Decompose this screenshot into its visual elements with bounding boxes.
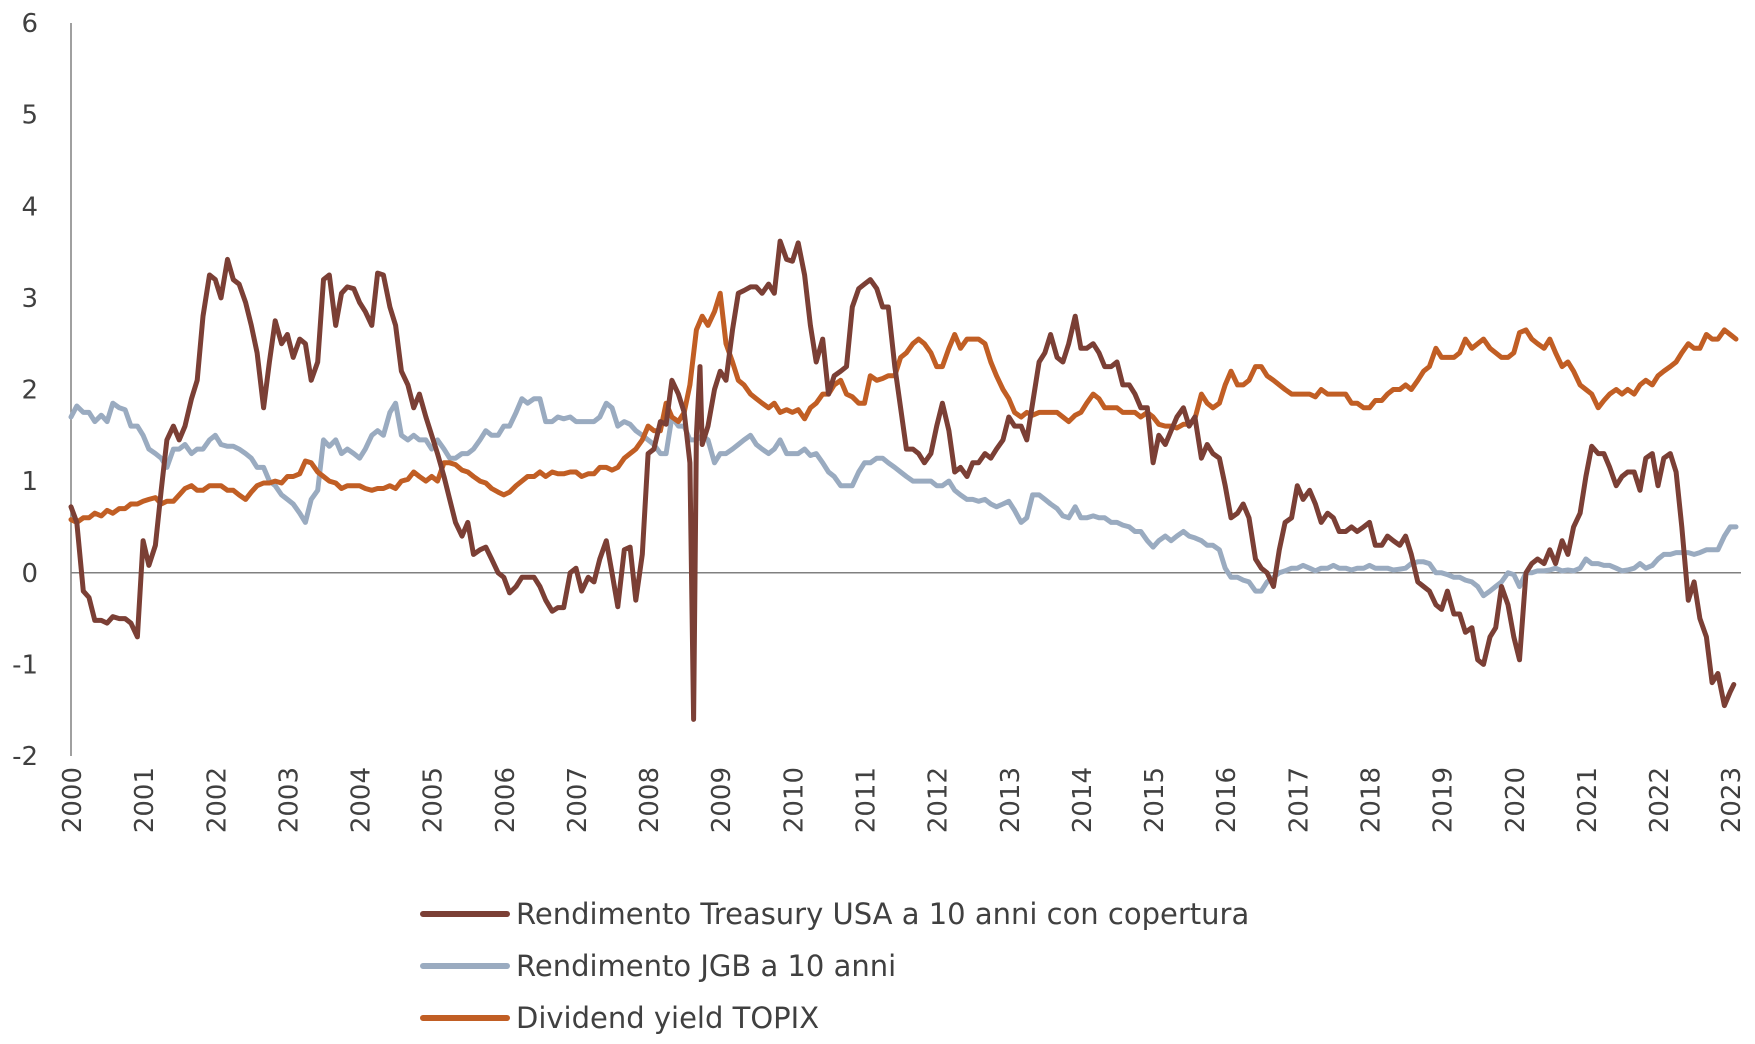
legend-label-jgb: Rendimento JGB a 10 anni bbox=[516, 949, 897, 983]
x-tick-label: 2023 bbox=[1717, 767, 1747, 833]
x-axis-ticks: 2000 2001 2002 2003 2004 2005 2006 2007 2008 2009… bbox=[58, 767, 1747, 833]
y-tick-label: -1 bbox=[12, 650, 38, 680]
legend-label-topix: Dividend yield TOPIX bbox=[516, 1001, 820, 1035]
y-tick-label: -2 bbox=[12, 742, 38, 772]
x-tick-label: 2011 bbox=[852, 767, 882, 833]
x-tick-label: 2014 bbox=[1068, 767, 1098, 833]
x-tick-label: 2002 bbox=[202, 767, 232, 833]
legend-label-treasury: Rendimento Treasury USA a 10 anni con co… bbox=[516, 897, 1250, 931]
series-line-treasury bbox=[68, 238, 1737, 722]
y-tick-label: 0 bbox=[21, 559, 38, 589]
legend-swatch-treasury bbox=[420, 911, 510, 917]
x-tick-label: 2009 bbox=[707, 767, 737, 833]
x-tick-label: 2013 bbox=[996, 767, 1026, 833]
y-tick-label: 3 bbox=[21, 284, 38, 314]
x-tick-label: 2012 bbox=[924, 767, 954, 833]
y-tick-label: 2 bbox=[21, 376, 38, 406]
legend: Rendimento Treasury USA a 10 anni con co… bbox=[420, 888, 1249, 1044]
legend-swatch-jgb bbox=[420, 963, 510, 969]
x-tick-label: 2005 bbox=[419, 767, 449, 833]
x-tick-label: 2010 bbox=[779, 767, 809, 833]
x-tick-label: 2020 bbox=[1501, 767, 1531, 833]
series-lines bbox=[68, 238, 1739, 722]
x-tick-label: 2004 bbox=[347, 767, 377, 833]
x-tick-label: 2001 bbox=[130, 767, 160, 833]
x-tick-label: 2008 bbox=[635, 767, 665, 833]
x-tick-label: 2022 bbox=[1645, 767, 1675, 833]
x-tick-label: 2000 bbox=[58, 767, 88, 833]
y-axis-ticks: 6 5 4 3 2 1 0 -1 -2 bbox=[12, 9, 38, 772]
y-tick-label: 6 bbox=[21, 9, 38, 39]
x-tick-label: 2016 bbox=[1212, 767, 1242, 833]
legend-item-jgb: Rendimento JGB a 10 anni bbox=[420, 940, 1249, 992]
x-tick-label: 2003 bbox=[274, 767, 304, 833]
y-tick-label: 1 bbox=[21, 467, 38, 497]
x-tick-label: 2006 bbox=[491, 767, 521, 833]
x-tick-label: 2021 bbox=[1573, 767, 1603, 833]
legend-swatch-topix bbox=[420, 1015, 510, 1021]
series-line-jgb bbox=[68, 396, 1739, 599]
legend-item-topix: Dividend yield TOPIX bbox=[420, 992, 1249, 1044]
x-tick-label: 2018 bbox=[1356, 767, 1386, 833]
y-tick-label: 4 bbox=[21, 192, 38, 222]
x-tick-label: 2015 bbox=[1140, 767, 1170, 833]
y-tick-label: 5 bbox=[21, 101, 38, 131]
x-tick-label: 2017 bbox=[1284, 767, 1314, 833]
series-line-topix bbox=[68, 290, 1739, 525]
x-tick-label: 2019 bbox=[1429, 767, 1459, 833]
legend-item-treasury: Rendimento Treasury USA a 10 anni con co… bbox=[420, 888, 1249, 940]
x-tick-label: 2007 bbox=[563, 767, 593, 833]
